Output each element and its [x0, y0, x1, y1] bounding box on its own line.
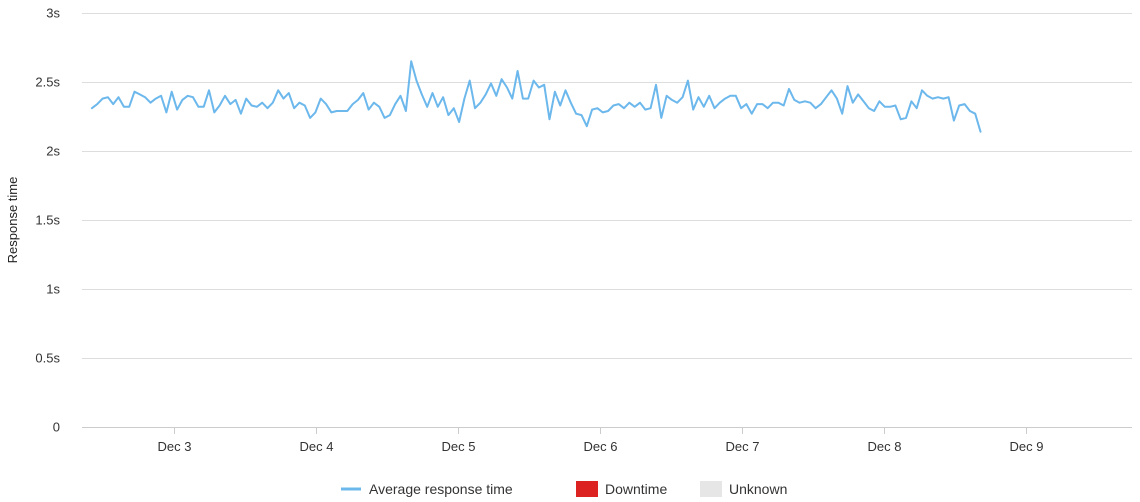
- y-tick-label: 0.5s: [35, 351, 60, 366]
- x-tick-label: Dec 5: [442, 439, 476, 454]
- x-tick-label: Dec 3: [158, 439, 192, 454]
- y-tick-label: 3s: [46, 6, 60, 21]
- legend-box-swatch: [700, 481, 722, 497]
- legend-box-swatch: [576, 481, 598, 497]
- grid-lines: [82, 13, 1132, 428]
- x-tick-label: Dec 6: [584, 439, 618, 454]
- legend-label: Average response time: [369, 481, 513, 497]
- series-layer: [90, 60, 982, 133]
- x-tick-label: Dec 8: [868, 439, 902, 454]
- legend[interactable]: Average response time Downtime Unknown: [341, 481, 787, 497]
- y-tick-label: 1.5s: [35, 213, 60, 228]
- y-tick-label: 1s: [46, 282, 60, 297]
- y-axis-title: Response time: [5, 177, 20, 264]
- x-tick-label: Dec 9: [1010, 439, 1044, 454]
- x-axis: Dec 3 Dec 4 Dec 5 Dec 6 Dec 7 Dec 8 Dec 9: [158, 427, 1044, 454]
- y-tick-label: 2.5s: [35, 75, 60, 90]
- legend-label: Downtime: [605, 481, 667, 497]
- series-line-average-response-time: [90, 60, 982, 133]
- y-axis: 0 0.5s 1s 1.5s 2s 2.5s 3s: [35, 6, 60, 435]
- y-tick-label: 2s: [46, 144, 60, 159]
- legend-item-downtime[interactable]: Downtime: [576, 481, 667, 497]
- legend-label: Unknown: [729, 481, 787, 497]
- x-tick-label: Dec 7: [726, 439, 760, 454]
- legend-item-unknown[interactable]: Unknown: [700, 481, 787, 497]
- x-tick-label: Dec 4: [300, 439, 334, 454]
- legend-item-average-response-time[interactable]: Average response time: [341, 481, 513, 497]
- y-tick-label: 0: [53, 420, 60, 435]
